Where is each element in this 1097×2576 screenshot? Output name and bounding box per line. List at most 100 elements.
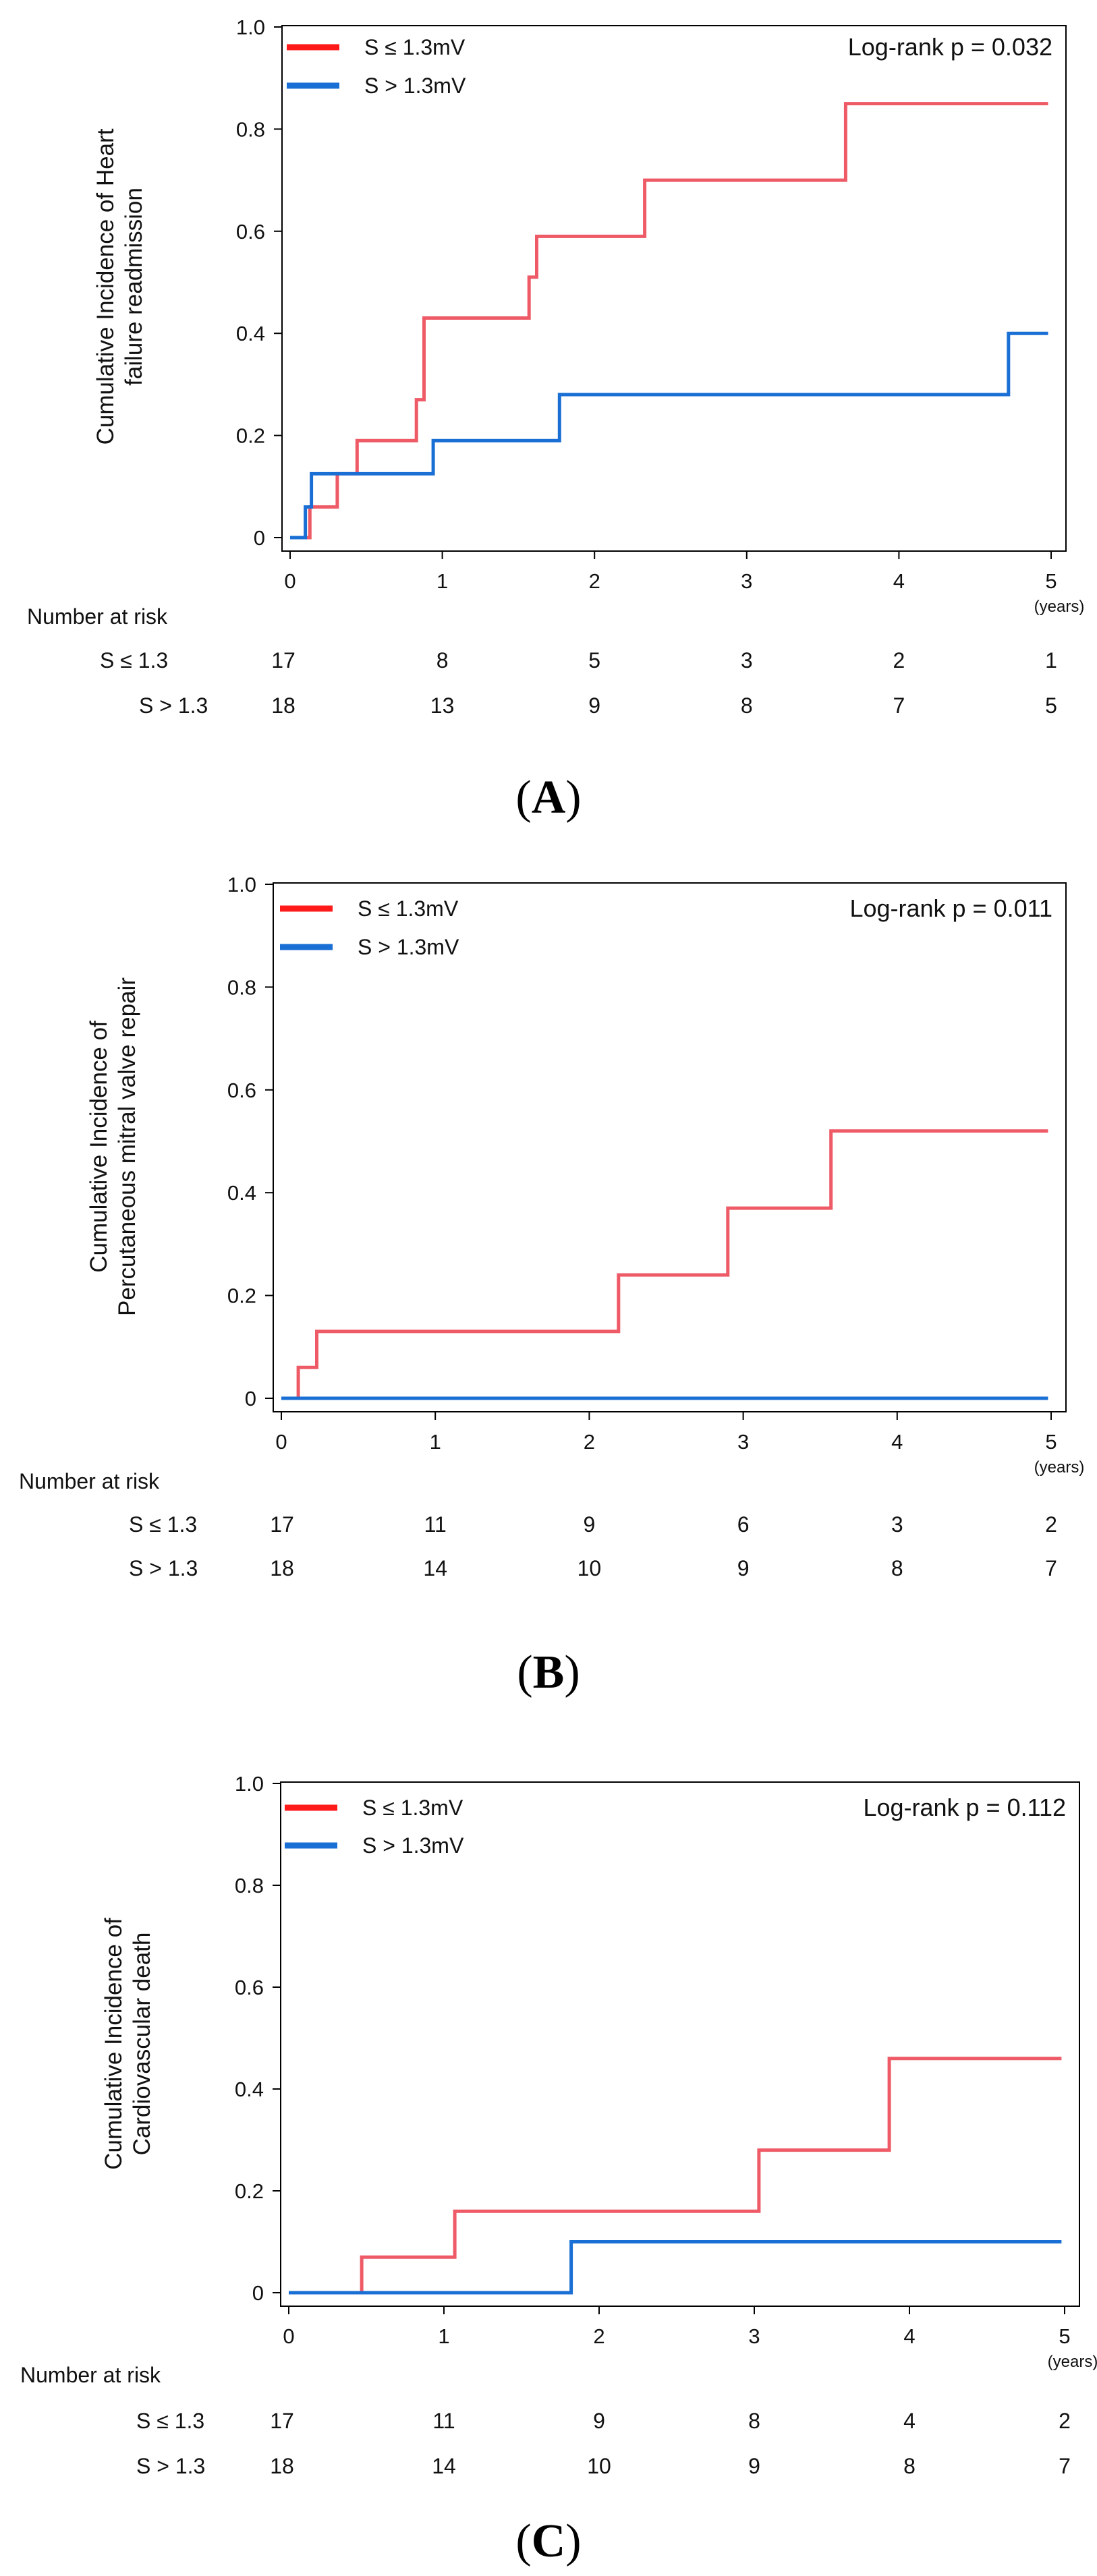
panel-label-close-paren: ) (564, 1647, 580, 1698)
y-tick-label: 0.2 (235, 2179, 264, 2203)
x-tick-label: 1 (438, 2324, 449, 2348)
km-panel-b: 0 0.2 0.4 0.6 0.8 1.0 0 1 2 3 4 5 (years) Cumulative … (19, 873, 1084, 1698)
number-at-risk-value: 1 (1045, 648, 1057, 672)
panel-label: (B) (517, 1647, 580, 1698)
number-at-risk-label: Number at risk (19, 1469, 160, 1493)
number-at-risk-value: 18 (270, 2454, 294, 2478)
number-at-risk-value: 17 (271, 648, 296, 672)
plot-frame (280, 1781, 1080, 2307)
number-at-risk-value: 14 (432, 2454, 456, 2478)
number-at-risk-value: 9 (584, 1512, 596, 1537)
y-tick-label: 0.4 (236, 322, 265, 345)
x-tick-label: 0 (283, 2324, 294, 2348)
y-axis-label-line: failure readmission (121, 188, 147, 386)
y-tick-label: 0.2 (227, 1284, 256, 1308)
x-axis-unit-label: (years) (1048, 2353, 1097, 2371)
number-at-risk-value: 7 (1045, 1556, 1057, 1580)
x-tick-label: 4 (903, 2324, 915, 2348)
y-axis-label-line: Percutaneous mitral valve repair (114, 977, 140, 1316)
y-axis-label-line: Cardiovascular death (129, 1933, 155, 2156)
panel-label-open-paren: ( (515, 2515, 531, 2567)
y-tick-label: 0 (245, 1387, 256, 1410)
x-tick-label: 0 (275, 1430, 287, 1454)
number-at-risk-value: 4 (903, 2409, 916, 2433)
number-at-risk-value: 10 (587, 2454, 611, 2478)
panel-label-letter: B (533, 1647, 565, 1698)
x-tick-label: 5 (1059, 2324, 1070, 2348)
series-line-low-voltage (281, 1129, 1048, 1400)
number-at-risk-value: 8 (903, 2454, 916, 2478)
x-tick-label: 3 (741, 569, 752, 593)
plot-frame (281, 25, 1067, 552)
panel-label-open-paren: ( (515, 772, 531, 824)
legend-label-low-voltage: S ≤ 1.3mV (364, 35, 466, 59)
number-at-risk-value: 9 (748, 2454, 760, 2478)
legend-label-high-voltage: S > 1.3mV (364, 74, 466, 98)
number-at-risk-value: 7 (893, 693, 905, 718)
number-at-risk-value: 3 (891, 1512, 903, 1537)
number-at-risk-value: 6 (737, 1512, 750, 1537)
legend-label-high-voltage: S > 1.3mV (358, 935, 459, 959)
number-at-risk-value: 17 (270, 2409, 294, 2433)
y-tick-label: 0.8 (235, 1874, 264, 1897)
log-rank-annotation: Log-rank p = 0.112 (863, 1794, 1066, 1821)
y-tick-label: 0.2 (236, 424, 265, 448)
y-axis-label-line: Cumulative Incidence of Heart (92, 128, 119, 445)
y-tick-label: 1.0 (235, 1772, 264, 1796)
series-line-low-voltage (289, 2057, 1062, 2295)
y-tick-label: 0.8 (236, 117, 265, 141)
panel-label-letter: C (532, 2515, 566, 2567)
number-at-risk-value: 10 (578, 1556, 602, 1580)
y-axis-label: Cumulative Incidence ofPercutaneous mitr… (86, 977, 140, 1316)
log-rank-annotation: Log-rank p = 0.011 (849, 894, 1052, 922)
x-tick-label: 5 (1045, 1430, 1057, 1454)
x-tick-label: 1 (430, 1430, 441, 1454)
y-tick-label: 0.6 (235, 1976, 264, 1999)
y-tick-label: 1.0 (236, 16, 265, 39)
legend-label-high-voltage: S > 1.3mV (362, 1833, 464, 1858)
number-at-risk-value: 8 (748, 2409, 760, 2433)
number-at-risk-value: 17 (270, 1512, 294, 1537)
y-tick-label: 0.6 (236, 220, 265, 244)
number-at-risk-value: 11 (432, 2409, 455, 2433)
panel-label-letter: A (532, 772, 566, 824)
series-line-high-voltage (290, 331, 1048, 540)
number-at-risk-group: S > 1.3 (129, 1556, 198, 1580)
plot-frame (273, 882, 1067, 1412)
y-axis-label: Cumulative Incidence ofCardiovascular de… (101, 1918, 155, 2170)
number-at-risk-group: S ≤ 1.3 (136, 2409, 204, 2433)
panel-label-close-paren: ) (565, 2515, 581, 2567)
x-tick-label: 1 (437, 569, 448, 593)
series-line-high-voltage (289, 2240, 1062, 2295)
x-tick-label: 4 (893, 569, 905, 593)
number-at-risk-group: S > 1.3 (139, 693, 208, 718)
panel-label-open-paren: ( (517, 1647, 532, 1698)
x-tick-label: 2 (584, 1430, 595, 1454)
number-at-risk-value: 8 (437, 648, 449, 672)
x-tick-label: 0 (284, 569, 296, 593)
number-at-risk-label: Number at risk (20, 2363, 161, 2387)
x-tick-label: 3 (748, 2324, 760, 2348)
y-axis-label-line: Cumulative Incidence of (86, 1021, 112, 1273)
number-at-risk-value: 7 (1059, 2454, 1071, 2478)
number-at-risk-value: 8 (891, 1556, 903, 1580)
number-at-risk-label: Number at risk (27, 604, 168, 629)
panel-label: (C) (515, 2515, 581, 2567)
panel-label-close-paren: ) (565, 772, 581, 824)
number-at-risk-value: 9 (588, 693, 600, 718)
x-axis-unit-label: (years) (1034, 598, 1085, 616)
x-tick-label: 4 (891, 1430, 903, 1454)
x-axis-unit-label: (years) (1034, 1458, 1085, 1477)
y-tick-label: 1.0 (227, 873, 256, 896)
number-at-risk-value: 5 (1045, 693, 1057, 718)
x-tick-label: 3 (737, 1430, 749, 1454)
number-at-risk-value: 9 (593, 2409, 605, 2433)
number-at-risk-value: 18 (271, 693, 296, 718)
panel-label: (A) (515, 772, 581, 824)
number-at-risk-value: 14 (423, 1556, 447, 1580)
legend-label-low-voltage: S ≤ 1.3mV (358, 896, 459, 921)
number-at-risk-value: 13 (430, 693, 455, 718)
y-axis-label: Cumulative Incidence of Heartfailure rea… (92, 128, 147, 445)
